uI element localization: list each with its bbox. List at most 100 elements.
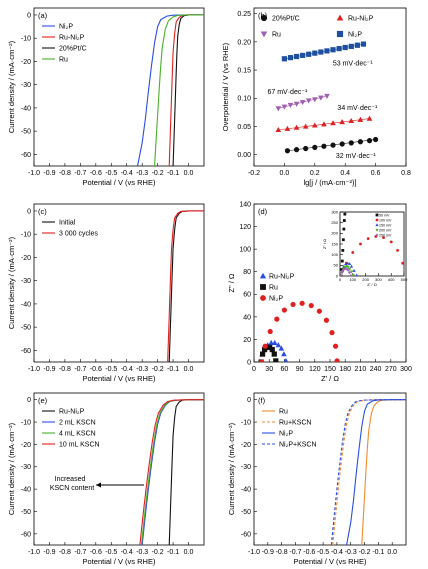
series-line [167, 210, 204, 362]
y-tick-label: -10 [21, 36, 31, 43]
y-tick-label: 0.25 [237, 11, 251, 18]
y-tick-label: 0 [27, 397, 31, 404]
legend-label: Ni₂P [348, 32, 362, 39]
x-tick-label: -0.8 [59, 549, 71, 556]
data-point [341, 238, 345, 242]
x-tick-label: 120 [309, 366, 321, 373]
plot-frame [253, 7, 407, 167]
legend-label: Ni₂P [269, 296, 283, 303]
legend-label: Ru-Ni₂P [59, 409, 85, 416]
y-tick-label: -50 [21, 325, 31, 332]
x-tick-label: -0.7 [74, 170, 86, 177]
plot-frame [253, 392, 407, 546]
x-tick-label: -0.6 [90, 366, 102, 373]
legend-label: Ru-Ni₂P [269, 274, 295, 281]
x-tick-label: -0.6 [303, 549, 315, 556]
y-tick-label: -40 [21, 105, 31, 112]
series-line [139, 399, 204, 545]
chart-b: -0.2 0.0 0.2 0.4 0.6 0.80.000.050.100.150.200… [221, 7, 411, 187]
x-tick-label: 0 [339, 277, 342, 282]
y-tick-label: -40 [21, 487, 31, 494]
x-tick-label: 0.0 [184, 170, 194, 177]
x-tick-label: -0.8 [276, 549, 288, 556]
y-tick-label: 80 [243, 269, 251, 276]
legend-marker [260, 284, 266, 290]
legend-label: Ru [269, 285, 278, 292]
x-tick-label: 0.8 [401, 170, 411, 177]
data-point [349, 274, 353, 276]
data-point [275, 342, 282, 348]
data-point [342, 219, 346, 222]
y-tick-label: 60 [243, 292, 251, 299]
y-axis-label: Z" / Ω [322, 239, 327, 249]
x-tick-label: 270 [385, 366, 397, 373]
x-tick-label: 60 [281, 366, 289, 373]
slope-annotation: 32 mV·dec⁻¹ [336, 153, 377, 160]
data-point [352, 268, 356, 272]
fit-line [287, 139, 376, 152]
data-layer [275, 41, 379, 154]
y-axis: 0 -10 -20 -30 -40 -50 -60 [241, 397, 257, 538]
y-tick-label: -50 [21, 509, 31, 516]
x-tick-label: 180 [339, 366, 351, 373]
x-tick-label: 210 [355, 366, 367, 373]
plot-frame [339, 211, 405, 277]
y-axis: 0 -10 -20 -30 -40 -50 -60 [21, 12, 37, 159]
annotation-line-1: Increased [55, 476, 86, 483]
legend-marker [375, 228, 379, 232]
x-tick-label: -0.1 [167, 549, 179, 556]
legend-marker [336, 30, 344, 38]
data-point [389, 240, 393, 244]
fit-line [284, 43, 364, 60]
legend-label: 20%Pt/C [59, 46, 87, 53]
legend-label: 20%Pt/C [272, 16, 300, 23]
legend-label: Ru [272, 32, 281, 39]
legend-marker [375, 218, 379, 222]
y-tick-label: -40 [21, 301, 31, 308]
plot-frame [33, 392, 205, 546]
legend-label: Ru-Ni₂P [59, 35, 85, 42]
data-point [351, 274, 355, 276]
x-tick-label: -0.3 [136, 366, 148, 373]
chart-c: -1.0 -0.9 -0.8 -0.7 -0.6 -0.5 -0.4 -0.3 -0.2 -0.1… [7, 203, 205, 383]
data-point [260, 351, 266, 357]
x-tick-label: -0.9 [43, 366, 55, 373]
chart-a: -1.0 -0.9 -0.8 -0.7 -0.6 -0.5 -0.4 -0.3 -0.2 -0.1… [7, 7, 205, 187]
data-layer [330, 399, 406, 545]
x-tick-label: -1.0 [248, 549, 260, 556]
y-tick-label: 0.00 [237, 152, 251, 159]
x-tick-label: -0.3 [136, 170, 148, 177]
x-tick-label: -0.5 [105, 549, 117, 556]
data-layer [258, 300, 340, 362]
panel-label: (f) [258, 396, 266, 405]
data-point [346, 261, 350, 265]
y-tick-label: 0 [27, 208, 31, 215]
legend: Initial 3 000 cycles [42, 220, 98, 238]
slope-annotation: 67 mV·dec⁻¹ [268, 89, 309, 96]
x-tick-label: 90 [296, 366, 304, 373]
y-tick-label: -30 [21, 464, 31, 471]
panel-label: (d) [258, 207, 268, 216]
x-tick-label: 200 [362, 277, 369, 282]
legend-marker [259, 272, 267, 279]
data-point [332, 343, 339, 349]
x-tick-label: -0.6 [90, 170, 102, 177]
y-axis-label: Current density / (mA·cm⁻²) [7, 40, 16, 133]
slope-annotation: 34 mV·dec⁻¹ [337, 105, 378, 112]
x-tick-label: -0.2 [152, 366, 164, 373]
x-tick-label: -0.8 [59, 366, 71, 373]
x-tick-label: -1.0 [28, 366, 40, 373]
data-point [308, 302, 314, 309]
x-axis-label: Potential / V (vs RHE) [294, 557, 367, 566]
legend-label: Initial [59, 220, 76, 227]
legend-label: Ni₂P+KSCN [279, 442, 317, 449]
x-tick-label: -0.3 [136, 549, 148, 556]
x-tick-label: 300 [375, 277, 382, 282]
legend-label: 250 mV [379, 234, 392, 238]
annotation-arrowhead [96, 482, 101, 488]
x-tick-label: 100 [349, 277, 356, 282]
y-tick-label: 40 [243, 314, 251, 321]
series-line [330, 399, 406, 545]
series-line [154, 14, 204, 166]
